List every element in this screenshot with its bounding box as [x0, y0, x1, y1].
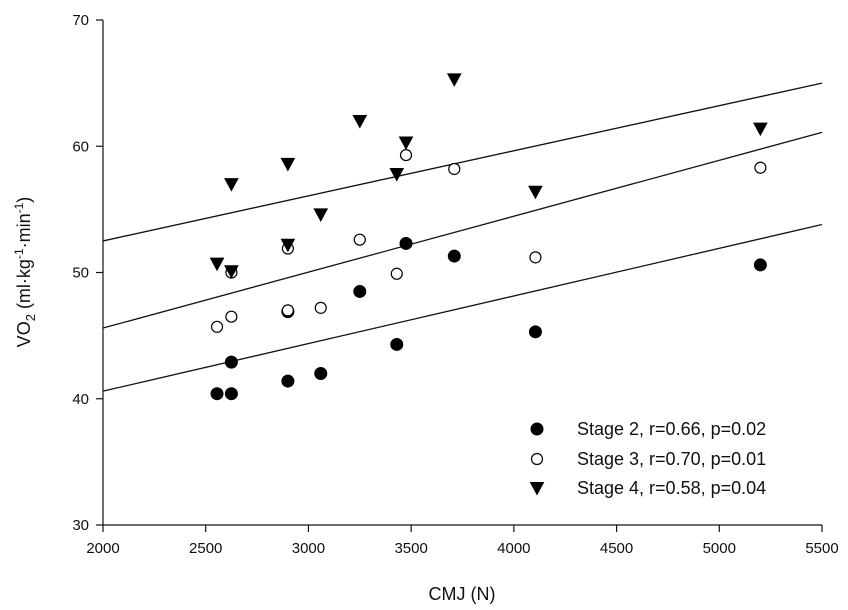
data-point-stage-3 — [314, 301, 327, 314]
data-points — [209, 73, 768, 401]
data-point-stage-4 — [753, 122, 768, 137]
data-point-stage-4 — [280, 157, 296, 172]
data-point-stage-3 — [448, 162, 461, 176]
fit-line-stage-3 — [102, 131, 823, 329]
legend-label-stage-3: Stage 3, r=0.70, p=0.01 — [577, 449, 766, 469]
data-point-stage-4 — [389, 168, 405, 182]
data-point-stage-2 — [210, 387, 224, 401]
data-point-stage-2 — [224, 355, 238, 369]
x-tick-label: 3000 — [292, 540, 325, 557]
y-ticks: 30 40 50 60 70 — [72, 12, 103, 534]
y-tick-label: 30 — [72, 517, 89, 534]
data-point-stage-4 — [352, 115, 368, 129]
x-ticks: 2000 2500 3000 3500 4000 4500 5000 5500 — [86, 525, 839, 557]
legend: Stage 2, r=0.66, p=0.02 Stage 3, r=0.70, … — [529, 419, 766, 498]
legend-marker-stage-4 — [529, 482, 545, 496]
data-point-stage-3 — [754, 161, 767, 174]
x-tick-label: 3500 — [394, 540, 427, 557]
y-tick-label: 40 — [72, 391, 89, 408]
data-point-stage-2 — [753, 258, 767, 272]
data-point-stage-2 — [224, 387, 238, 401]
y-tick-label: 70 — [72, 12, 89, 29]
fit-line-stage-2 — [102, 223, 823, 392]
data-point-stage-4 — [528, 185, 543, 200]
data-point-stage-3 — [225, 310, 238, 323]
y-axis-title: VO2 (ml·kg-1·min-1) — [12, 197, 38, 348]
data-point-stage-2 — [399, 236, 413, 250]
data-point-stage-4 — [398, 136, 414, 151]
legend-label-stage-4: Stage 4, r=0.58, p=0.04 — [577, 478, 766, 498]
data-point-stage-2 — [447, 249, 461, 263]
x-tick-label: 4000 — [497, 540, 530, 557]
legend-label-stage-2: Stage 2, r=0.66, p=0.02 — [577, 419, 766, 439]
data-point-stage-4 — [224, 178, 239, 192]
legend-marker-stage-2 — [530, 422, 544, 436]
data-point-stage-4 — [209, 257, 225, 272]
x-tick-label: 2000 — [86, 540, 119, 557]
data-point-stage-2 — [314, 367, 328, 380]
data-point-stage-2 — [281, 374, 295, 388]
data-point-stage-3 — [210, 320, 224, 333]
data-point-stage-3 — [390, 267, 403, 280]
data-point-stage-3 — [281, 304, 294, 317]
data-point-stage-3 — [399, 148, 413, 162]
data-point-stage-2 — [390, 337, 404, 351]
y-tick-label: 50 — [72, 265, 89, 282]
data-point-stage-2 — [528, 325, 542, 339]
data-point-stage-3 — [353, 233, 366, 246]
fit-line-stage-4 — [102, 82, 823, 242]
x-tick-label: 4500 — [600, 540, 633, 557]
fit-lines — [102, 82, 823, 392]
x-tick-label: 5000 — [703, 540, 736, 557]
x-axis-title: CMJ (N) — [429, 584, 496, 604]
data-point-stage-4 — [280, 238, 296, 253]
data-point-stage-4 — [224, 265, 239, 279]
data-point-stage-2 — [353, 284, 367, 298]
y-tick-label: 60 — [72, 138, 89, 155]
x-tick-label: 5500 — [805, 540, 838, 557]
data-point-stage-4 — [446, 73, 462, 87]
data-point-stage-4 — [313, 208, 329, 222]
x-tick-label: 2500 — [189, 540, 222, 557]
data-point-stage-3 — [529, 251, 542, 264]
legend-marker-stage-3 — [530, 452, 544, 466]
